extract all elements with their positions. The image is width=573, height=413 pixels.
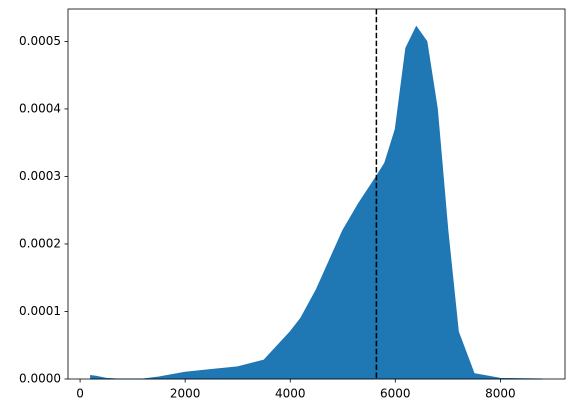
y-tick-label: 0.0003 bbox=[19, 169, 61, 183]
y-tick-label: 0.0001 bbox=[19, 304, 61, 318]
y-tick-label: 0.0000 bbox=[19, 372, 61, 386]
y-tick-label: 0.0005 bbox=[19, 34, 61, 48]
x-tick-label: 0 bbox=[76, 387, 84, 401]
y-tick-label: 0.0004 bbox=[19, 101, 61, 115]
x-tick-label: 4000 bbox=[275, 387, 306, 401]
x-tick-label: 6000 bbox=[380, 387, 411, 401]
x-tick-label: 2000 bbox=[170, 387, 201, 401]
y-tick-label: 0.0002 bbox=[19, 236, 61, 250]
density-area bbox=[90, 25, 543, 380]
plot-frame bbox=[67, 8, 566, 380]
x-tick-label: 8000 bbox=[485, 387, 516, 401]
